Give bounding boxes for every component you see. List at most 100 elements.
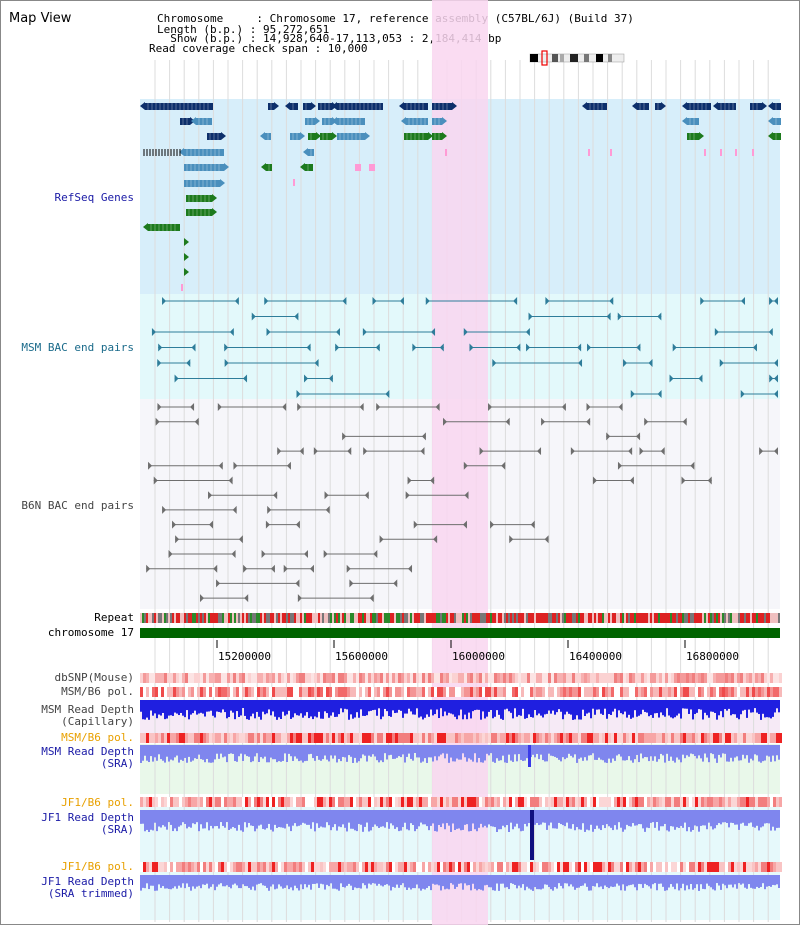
jf1-b6-polymorphism-trimmed-cell bbox=[293, 862, 296, 872]
jf1-sra-depth-bar bbox=[712, 810, 714, 830]
dbsnp-density-cell bbox=[254, 673, 257, 683]
jf1-sra-depth-bar bbox=[732, 810, 734, 824]
msm-b6-polymorphism-sra-cell bbox=[269, 733, 272, 743]
repeat-element bbox=[576, 613, 578, 623]
b6n-bac-pair-end bbox=[629, 476, 634, 485]
msm-capillary-depth-bar bbox=[704, 700, 706, 713]
jf1-b6-polymorphism-cell bbox=[737, 797, 740, 807]
msm-sra-depth-bar bbox=[298, 745, 300, 762]
dbsnp-density-cell bbox=[326, 673, 329, 683]
jf1-sra-depth-bar bbox=[418, 810, 420, 827]
jf1-sra-depth-bar bbox=[246, 810, 248, 828]
msm-capillary-depth-bar bbox=[542, 700, 544, 718]
jf1-b6-polymorphism-cell bbox=[458, 797, 461, 807]
track-label-dbsnp[interactable]: dbSNP(Mouse) bbox=[54, 671, 134, 684]
jf1-trimmed-depth-bar bbox=[458, 875, 460, 884]
msm-b6-polymorphism-cell bbox=[662, 687, 665, 697]
refseq-gene bbox=[773, 133, 781, 140]
dbsnp-density-cell bbox=[332, 673, 335, 683]
refseq-pseudogene bbox=[293, 179, 295, 186]
msm-b6-polymorphism-sra-cell bbox=[449, 733, 452, 743]
repeat-element bbox=[390, 613, 392, 623]
dbsnp-density-cell bbox=[518, 673, 521, 683]
dbsnp-density-cell bbox=[347, 673, 350, 683]
track-label-jf1-depth-trimmed[interactable]: JF1 Read Depth (SRA trimmed) bbox=[41, 875, 134, 900]
msm-sra-depth-bar bbox=[486, 745, 488, 754]
gene-arrow bbox=[184, 238, 189, 246]
track-label-msm-b6-pol[interactable]: MSM/B6 pol. bbox=[61, 685, 134, 698]
jf1-sra-depth-bar bbox=[626, 810, 628, 825]
jf1-sra-depth-bar bbox=[322, 810, 324, 828]
msm-capillary-depth-bar bbox=[512, 700, 514, 719]
jf1-b6-polymorphism-cell bbox=[401, 797, 404, 807]
msm-capillary-depth-bar bbox=[556, 700, 558, 713]
jf1-sra-depth-bar bbox=[440, 810, 442, 827]
dbsnp-density-cell bbox=[752, 673, 755, 683]
track-label-msm-depth-capillary[interactable]: MSM Read Depth (Capillary) bbox=[41, 703, 134, 728]
track-label-jf1-b6-pol[interactable]: JF1/B6 pol. bbox=[61, 796, 134, 809]
msm-b6-polymorphism-sra-cell bbox=[578, 733, 581, 743]
jf1-b6-polymorphism-cell bbox=[332, 797, 335, 807]
track-label-b6n-bac[interactable]: B6N BAC end pairs bbox=[21, 499, 134, 512]
jf1-b6-polymorphism-cell bbox=[665, 797, 668, 807]
track-label-repeat[interactable]: Repeat bbox=[94, 611, 134, 624]
track-label-refseq-genes[interactable]: RefSeq Genes bbox=[54, 191, 134, 204]
msm-b6-polymorphism-cell bbox=[257, 687, 260, 697]
msm-sra-depth-bar bbox=[438, 745, 440, 757]
msm-b6-polymorphism-cell bbox=[377, 687, 380, 697]
repeat-element bbox=[174, 613, 176, 623]
msm-b6-polymorphism-cell bbox=[629, 687, 632, 697]
repeat-element bbox=[696, 613, 698, 623]
msm-capillary-depth-bar bbox=[650, 700, 652, 716]
jf1-sra-depth-bar bbox=[544, 810, 546, 823]
jf1-b6-polymorphism-trimmed-cell bbox=[230, 862, 233, 872]
jf1-sra-depth-bar bbox=[182, 810, 184, 823]
dbsnp-density-cell bbox=[647, 673, 650, 683]
msm-sra-depth-bar bbox=[312, 745, 314, 759]
jf1-trimmed-depth-bar bbox=[514, 875, 516, 885]
dbsnp-density-cell bbox=[140, 673, 143, 683]
gene-arrow bbox=[261, 163, 266, 171]
jf1-b6-polymorphism-cell bbox=[470, 797, 473, 807]
msm-b6-polymorphism-cell bbox=[266, 687, 269, 697]
jf1-b6-polymorphism-cell bbox=[635, 797, 638, 807]
jf1-b6-polymorphism-trimmed-cell bbox=[296, 862, 299, 872]
msm-b6-polymorphism-sra-cell bbox=[359, 733, 362, 743]
msm-b6-polymorphism-sra-cell bbox=[263, 733, 266, 743]
msm-capillary-depth-bar bbox=[196, 700, 198, 715]
jf1-trimmed-depth-bar bbox=[176, 875, 178, 889]
msm-b6-polymorphism-cell bbox=[500, 687, 503, 697]
track-label-chromosome[interactable]: chromosome 17 bbox=[47, 626, 134, 639]
jf1-b6-polymorphism-cell bbox=[212, 797, 215, 807]
jf1-b6-polymorphism-cell bbox=[590, 797, 593, 807]
dbsnp-density-cell bbox=[506, 673, 509, 683]
b6n-bac-pair-end bbox=[413, 520, 418, 529]
jf1-sra-depth-bar bbox=[320, 810, 322, 827]
dbsnp-density-cell bbox=[683, 673, 686, 683]
jf1-trimmed-depth-bar bbox=[166, 875, 168, 889]
b6n-bac-pair-end bbox=[464, 491, 469, 500]
msm-sra-depth-bar bbox=[722, 745, 724, 754]
jf1-b6-polymorphism-trimmed-cell bbox=[314, 862, 317, 872]
repeat-element bbox=[164, 613, 166, 623]
msm-b6-polymorphism-cell bbox=[374, 687, 377, 697]
msm-b6-polymorphism-sra-cell bbox=[308, 733, 311, 743]
repeat-element bbox=[572, 613, 574, 623]
track-label-jf1-depth-sra[interactable]: JF1 Read Depth (SRA) bbox=[41, 811, 134, 836]
repeat-element bbox=[616, 613, 618, 623]
repeat-element bbox=[748, 613, 750, 623]
jf1-b6-polymorphism-cell bbox=[500, 797, 503, 807]
track-label-msm-b6-pol-sra[interactable]: MSM/B6 pol. bbox=[61, 731, 134, 744]
jf1-b6-polymorphism-trimmed-cell bbox=[476, 862, 479, 872]
jf1-trimmed-depth-bar bbox=[500, 875, 502, 884]
jf1-sra-depth-bar bbox=[194, 810, 196, 825]
repeat-element bbox=[754, 613, 756, 623]
track-label-msm-depth-sra[interactable]: MSM Read Depth (SRA) bbox=[41, 745, 134, 770]
jf1-b6-polymorphism-trimmed-cell bbox=[140, 862, 143, 872]
track-label-jf1-b6-pol-trimmed[interactable]: JF1/B6 pol. bbox=[61, 860, 134, 873]
msm-b6-polymorphism-sra-cell bbox=[185, 733, 188, 743]
repeat-element bbox=[530, 613, 532, 623]
track-label-msm-bac[interactable]: MSM BAC end pairs bbox=[21, 341, 134, 354]
repeat-element bbox=[562, 613, 564, 623]
